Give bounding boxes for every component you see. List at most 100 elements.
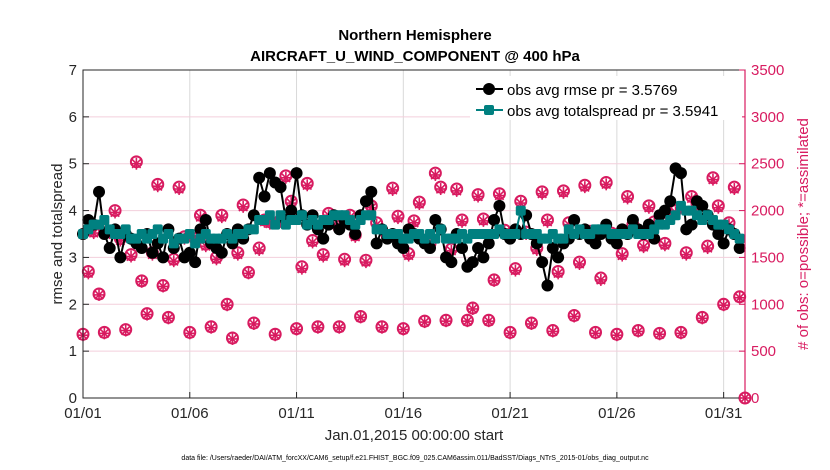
legend-spread-marker (484, 105, 494, 115)
obs-assimilated-marker (221, 299, 234, 312)
obs-assimilated-marker (509, 264, 522, 277)
obs-assimilated-marker (546, 325, 559, 338)
rmse-point (370, 237, 383, 250)
obs-assimilated-marker (215, 211, 228, 224)
obs-assimilated-marker (466, 302, 479, 315)
y-left-tick-label: 0 (69, 390, 77, 407)
obs-assimilated-marker (253, 243, 266, 256)
spread-point (435, 224, 446, 235)
rmse-point (658, 204, 671, 217)
y-left-tick-label: 6 (69, 109, 77, 126)
obs-assimilated-marker (482, 315, 495, 328)
obs-assimilated-marker (434, 183, 447, 196)
obs-assimilated-marker (658, 239, 671, 252)
rmse-point (429, 213, 442, 226)
y-left-tick-label: 1 (69, 343, 77, 360)
rmse-point (146, 246, 159, 259)
y-left-tick-label: 2 (69, 296, 77, 313)
rmse-point (183, 246, 196, 259)
obs-assimilated-marker (98, 327, 111, 340)
legend-rmse-label: obs avg rmse pr = 3.5769 (507, 82, 678, 99)
rmse-point (349, 228, 362, 240)
obs-assimilated-marker (279, 171, 292, 184)
y-right-tick-label: 1500 (751, 249, 784, 266)
rmse-point (157, 251, 170, 264)
obs-assimilated-marker (552, 267, 565, 280)
rmse-point (424, 242, 437, 255)
spread-point (264, 210, 275, 221)
y-right-tick-label: 1000 (751, 296, 784, 313)
rmse-point (552, 251, 565, 264)
obs-assimilated-marker (733, 291, 746, 304)
obs-assimilated-marker (338, 255, 351, 268)
obs-assimilated-marker (141, 308, 154, 321)
obs-assimilated-marker (354, 311, 367, 324)
rmse-point (253, 171, 266, 184)
obs-assimilated-marker (450, 184, 463, 197)
y-left-tick-label: 7 (69, 62, 77, 79)
rmse-point (189, 256, 202, 269)
obs-assimilated-marker (472, 190, 485, 203)
rmse-point (263, 167, 276, 180)
legend: obs avg rmse pr = 3.5769 obs avg totalsp… (470, 76, 742, 120)
spread-point (184, 229, 195, 239)
rmse-point (285, 204, 298, 217)
obs-assimilated-marker (375, 321, 388, 334)
rmse-point (274, 181, 287, 194)
obs-assimilated-marker (680, 248, 693, 261)
obs-assimilated-marker (728, 183, 741, 196)
chart-title-line2: AIRCRAFT_U_WIND_COMPONENT @ 400 hPa (250, 48, 580, 65)
y-right-tick-label: 3500 (751, 62, 784, 79)
obs-assimilated-marker (712, 201, 725, 214)
obs-assimilated-marker (269, 329, 282, 342)
obs-assimilated-marker (589, 327, 602, 340)
y-left-tick-label: 4 (69, 203, 77, 220)
spread-point (270, 219, 281, 230)
spread-point (248, 224, 259, 235)
obs-assimilated-marker (162, 312, 175, 325)
obs-assimilated-marker (391, 212, 404, 225)
rmse-point (359, 195, 372, 208)
obs-assimilated-marker (397, 323, 410, 336)
obs-assimilated-marker (226, 332, 239, 345)
obs-assimilated-marker (109, 206, 122, 219)
rmse-point (546, 242, 559, 255)
y-right-tick-label: 2000 (751, 203, 784, 220)
spread-point (558, 233, 569, 244)
spread-point (99, 214, 110, 225)
spread-point (296, 210, 307, 221)
obs-assimilated-marker (536, 187, 549, 200)
obs-assimilated-marker (674, 327, 687, 340)
rmse-point (365, 185, 378, 198)
obs-assimilated-marker (157, 280, 170, 293)
rmse-point (717, 237, 730, 250)
x-axis-label: Jan.01,2015 00:00:00 start (325, 427, 504, 444)
spread-point (120, 224, 131, 235)
rmse-point (333, 223, 346, 236)
obs-assimilated-marker (493, 189, 506, 202)
obs-assimilated-marker (568, 310, 581, 323)
rmse-point (493, 199, 506, 212)
rmse-point (93, 185, 106, 198)
obs-assimilated-marker (573, 257, 586, 270)
rmse-point (685, 218, 698, 231)
spread-point (152, 224, 163, 235)
obs-assimilated-marker (167, 255, 180, 268)
obs-assimilated-marker (578, 181, 591, 194)
obs-assimilated-marker (82, 267, 95, 280)
spread-point (163, 229, 174, 239)
legend-rmse-marker (483, 83, 495, 95)
obs-assimilated-marker (440, 315, 453, 328)
rmse-point (472, 242, 485, 255)
rmse-point (674, 167, 687, 180)
rmse-point (664, 195, 677, 208)
legend-spread-label: obs avg totalspread pr = 3.5941 (507, 103, 718, 120)
obs-assimilated-marker (173, 183, 186, 196)
rmse-point (215, 246, 228, 259)
rmse-point (477, 251, 490, 264)
obs-assimilated-marker (301, 179, 314, 192)
obs-assimilated-marker (557, 186, 570, 199)
obs-assimilated-marker (706, 173, 719, 186)
rmse-point (466, 256, 479, 269)
